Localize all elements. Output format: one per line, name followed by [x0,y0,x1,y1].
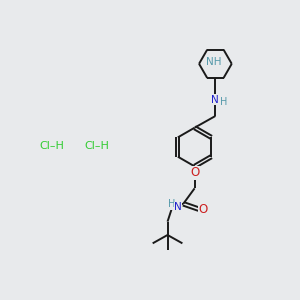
Text: H: H [168,199,175,209]
Text: O: O [198,202,208,216]
Text: NH: NH [206,57,221,67]
Text: Cl–H: Cl–H [40,140,64,151]
Text: N: N [211,95,219,105]
Text: N: N [174,202,182,212]
Text: O: O [190,167,199,179]
Text: Cl–H: Cl–H [84,140,109,151]
Text: H: H [220,97,227,107]
